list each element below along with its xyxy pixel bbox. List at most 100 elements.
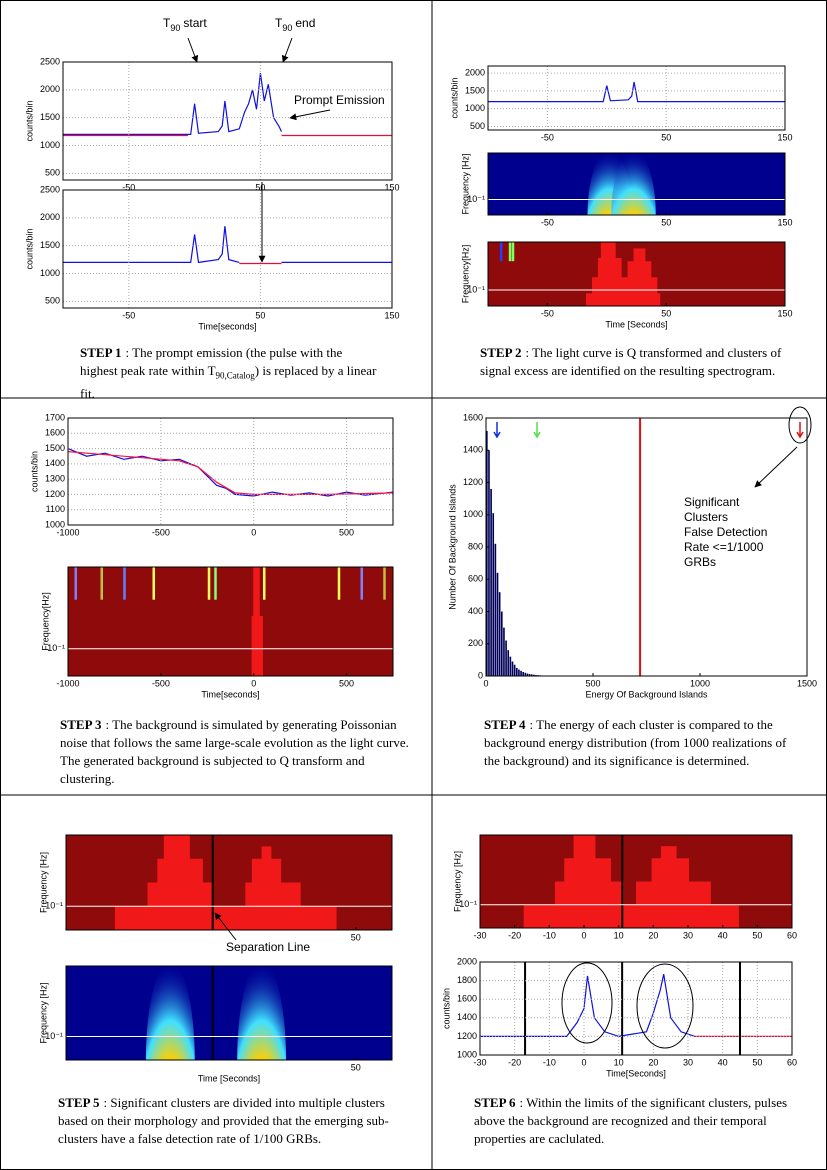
frame — [67, 566, 394, 677]
y-axis-label: counts/bin — [29, 451, 39, 492]
y-tick-label: 2500 — [40, 56, 60, 66]
bar — [524, 672, 527, 676]
bar — [486, 430, 488, 676]
note-line: GRBs — [684, 555, 716, 569]
x-tick-label: 40 — [718, 1057, 728, 1067]
x-tick-label: 30 — [683, 1057, 693, 1067]
x-tick-label: -20 — [508, 930, 521, 940]
x-tick-label: 20 — [648, 1057, 658, 1067]
note-line: Significant — [684, 495, 740, 509]
x-tick-label: -20 — [508, 1057, 521, 1067]
x-axis-label: Time[Seconds] — [606, 1068, 666, 1078]
x-tick-label: 50 — [255, 310, 265, 320]
step-label: STEP 3 — [60, 717, 102, 732]
y-tick-label: 1200 — [45, 489, 65, 499]
bar — [509, 656, 512, 676]
bar — [500, 611, 503, 676]
plot-area — [488, 153, 785, 215]
x-tick-label: -50 — [122, 182, 135, 192]
x-tick-label: 0 — [581, 1057, 586, 1067]
caption-text: : The light curve is Q transformed and c… — [480, 345, 782, 378]
x-tick-label: 150 — [384, 182, 399, 192]
y-axis-label: counts/bin — [449, 77, 459, 118]
light-curve — [488, 81, 785, 103]
y-tick-label: 400 — [468, 606, 483, 616]
bar — [507, 650, 510, 676]
caption: STEP 2: The light curve is Q transformed… — [480, 344, 795, 380]
caption: STEP 5: Significant clusters are divided… — [58, 1094, 403, 1148]
x-tick-label: -500 — [152, 527, 170, 537]
light-curve — [68, 451, 393, 495]
x-tick-label: 500 — [585, 678, 600, 688]
y-tick-label: 10⁻¹ — [45, 1031, 63, 1041]
cluster-spike — [508, 242, 512, 262]
caption-text: : The prompt emission (the pulse with th… — [80, 345, 343, 378]
note-line: Rate <=1/1000 — [684, 540, 764, 554]
x-tick-label: 50 — [752, 1057, 762, 1067]
y-tick-label: 500 — [45, 296, 60, 306]
cluster-spike — [337, 567, 341, 600]
caption: STEP 4: The energy of each cluster is co… — [484, 716, 804, 770]
plot-area — [480, 835, 792, 928]
x-tick-label: -30 — [473, 1057, 486, 1067]
plot: -50 50 150 10⁻¹ Time [Seconds] Frequency[Hz] — [460, 241, 793, 329]
caption-text: : Within the limits of the significant c… — [474, 1095, 788, 1146]
light-curve — [68, 448, 393, 497]
x-tick-label: 1500 — [797, 678, 817, 688]
x-tick-label: -50 — [122, 310, 135, 320]
plot: -50 50 150 500 1000 1500 2000 2500 Time[seconds]… — [24, 184, 399, 331]
light-curve — [63, 226, 392, 264]
y-tick-label: 10⁻¹ — [47, 643, 65, 653]
plot-area — [486, 418, 642, 676]
plot-area — [66, 966, 392, 1060]
bar — [511, 661, 514, 676]
frame — [479, 961, 793, 1056]
frame — [479, 834, 793, 929]
bar — [520, 670, 522, 676]
frame — [65, 834, 393, 931]
significance-note: Significant Clusters False Detection Rate <… — [684, 495, 767, 569]
x-tick-label: 0 — [483, 678, 488, 688]
y-tick-label: 1800 — [457, 975, 477, 985]
bar — [518, 669, 520, 676]
x-tick-label: -50 — [541, 132, 554, 142]
y-tick-label: 2000 — [465, 67, 485, 77]
x-tick-label: 150 — [777, 217, 792, 227]
bar — [533, 674, 535, 676]
y-axis-label: counts/bin — [24, 228, 34, 269]
frame — [485, 417, 808, 677]
x-tick-label: 30 — [683, 930, 693, 940]
y-axis-label: Number Of Background Islands — [447, 484, 457, 610]
note-line: Clusters — [684, 510, 728, 524]
cluster — [600, 242, 616, 306]
cluster — [660, 846, 677, 928]
x-tick-label: -1000 — [56, 678, 79, 688]
y-tick-label: 1200 — [457, 1031, 477, 1041]
y-tick-label: 1000 — [465, 103, 485, 113]
y-tick-label: 10⁻¹ — [45, 901, 63, 911]
cluster-spike — [74, 567, 77, 600]
note-line: False Detection — [684, 525, 767, 539]
plot-area — [68, 567, 393, 676]
caption: STEP 6: Within the limits of the signifi… — [474, 1094, 789, 1148]
annotations: T90 start T90 end Prompt Emission Signific… — [163, 16, 812, 1049]
light-curve — [63, 73, 283, 135]
y-tick-label: 1500 — [465, 85, 485, 95]
x-tick-label: 50 — [661, 217, 671, 227]
plot: 0 500 1000 1500 0 200 400 600 800 1000 1200 1400 160… — [447, 412, 817, 699]
bar — [503, 627, 505, 676]
cluster — [163, 835, 190, 930]
bar — [505, 640, 507, 676]
cluster-spike — [360, 567, 363, 600]
y-tick-label: 1400 — [457, 1012, 477, 1022]
bar — [530, 674, 533, 676]
y-tick-label: 1000 — [45, 519, 65, 529]
x-axis-label: Time [Seconds] — [198, 1073, 260, 1083]
y-tick-label: 1300 — [45, 474, 65, 484]
cluster — [253, 567, 260, 676]
frame — [62, 61, 393, 181]
plot-area — [63, 226, 392, 265]
plot-area — [488, 81, 785, 103]
x-tick-label: -50 — [541, 217, 554, 227]
